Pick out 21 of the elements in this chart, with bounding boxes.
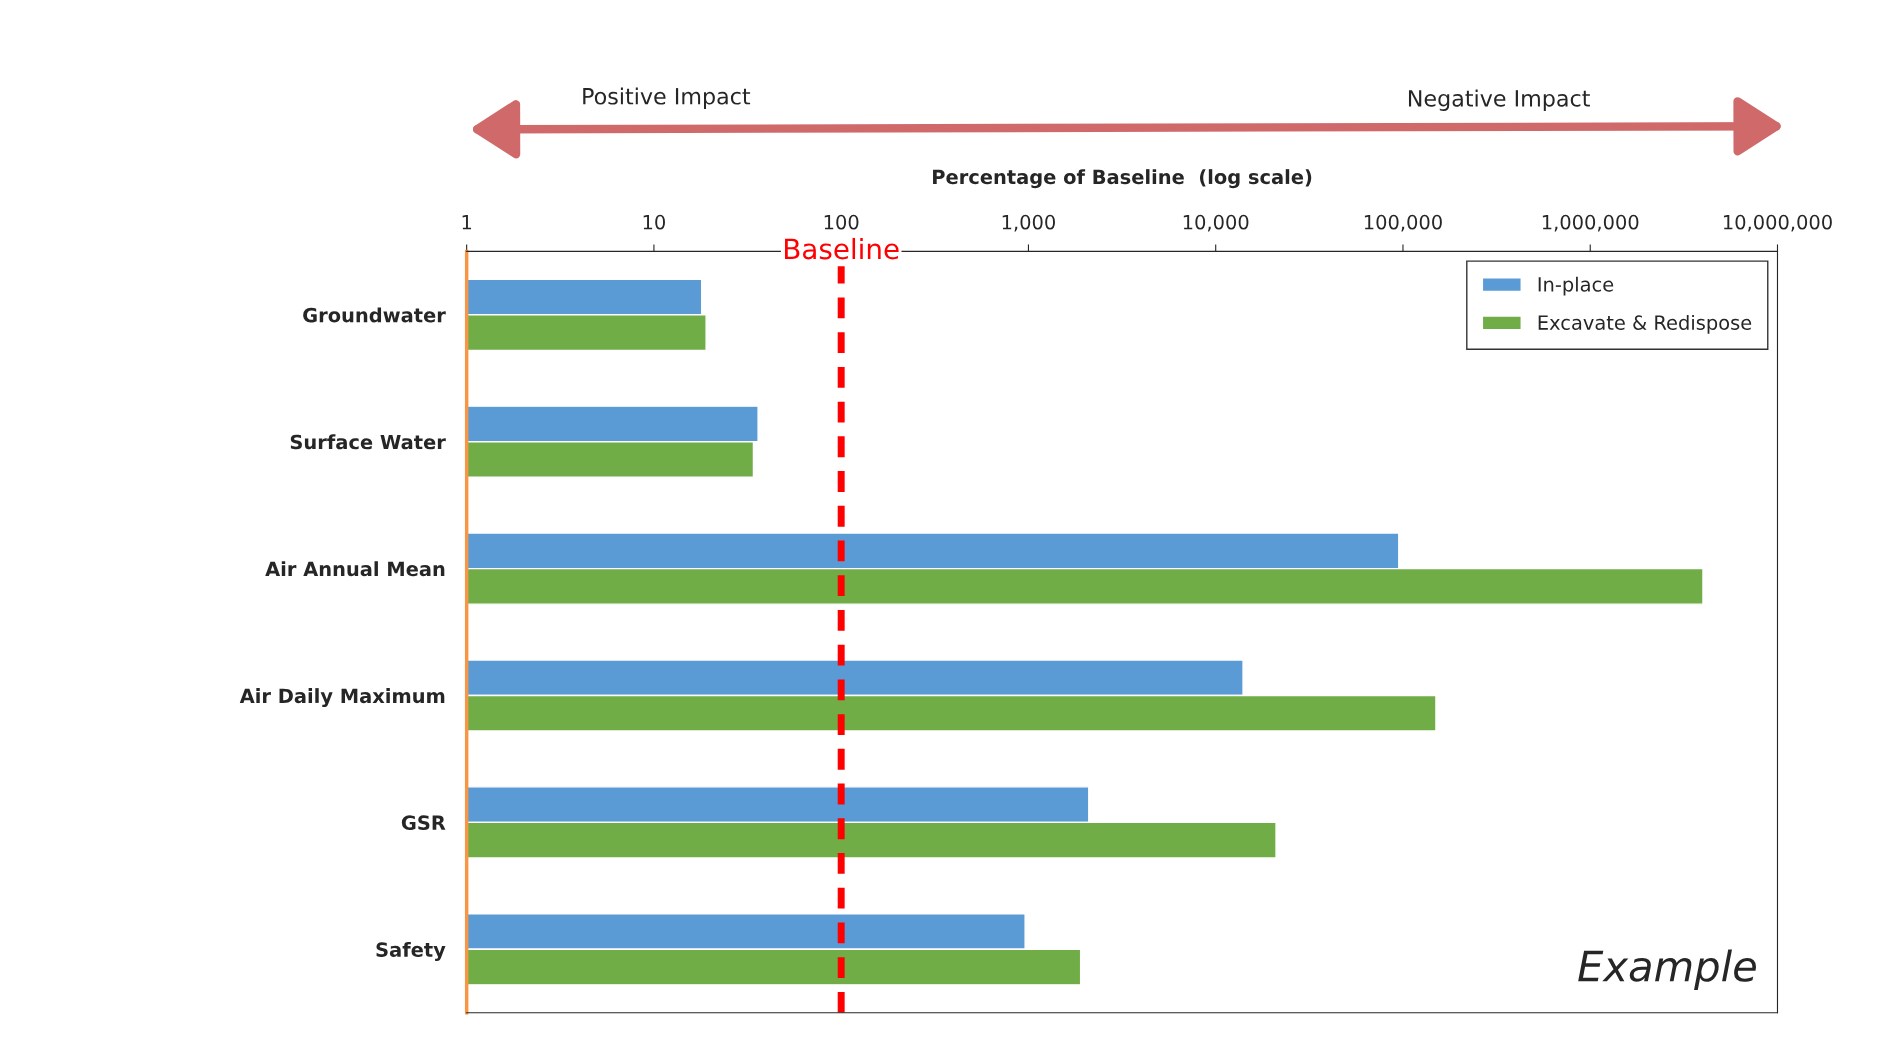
y-tick-label: Groundwater (303, 307, 446, 323)
y-tick-label: Air Annual Mean (265, 561, 445, 577)
x-tick-label: 1,000 (1002, 214, 1055, 232)
x-tick-label: 10,000,000 (1723, 214, 1832, 232)
y-tick-label: Air Daily Maximum (239, 688, 445, 708)
x-tick-label: 100 (824, 214, 859, 230)
x-tick-label: 10,000 (1183, 214, 1249, 232)
y-tick-label: Surface Water (290, 434, 446, 450)
x-tick-label: 1,000,000 (1542, 214, 1639, 232)
x-tick-label: 10 (643, 214, 665, 230)
y-tick-label: GSR (401, 815, 446, 831)
legend-label: Excavate & Redispose (1538, 314, 1752, 334)
annotation: Example (1578, 949, 1756, 990)
text: Negative Impact (1408, 89, 1590, 112)
x-axis-title: Percentage of Baseline (log scale) (933, 169, 1312, 189)
ref-line-label: Baseline (785, 237, 899, 260)
legend-label: In-place (1538, 276, 1614, 296)
x-tick-label: 1 (462, 215, 472, 230)
y-tick-label: Safety (376, 941, 446, 961)
text: Positive Impact (583, 87, 751, 109)
x-tick-label: 100,000 (1364, 214, 1442, 232)
